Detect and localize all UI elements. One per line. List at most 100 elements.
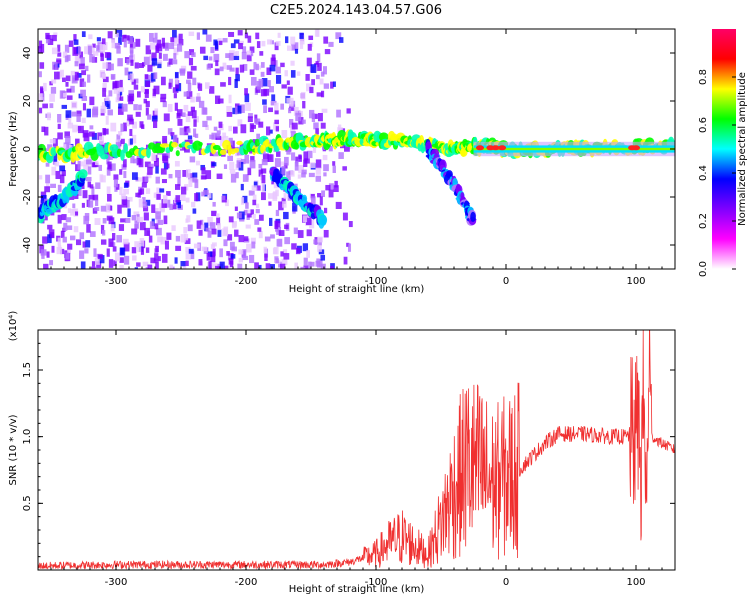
noise-cell	[135, 111, 141, 117]
noise-cell	[306, 83, 312, 92]
noise-cell	[219, 261, 225, 269]
noise-cell	[168, 43, 175, 50]
noise-cell	[51, 79, 57, 84]
noise-cell	[217, 229, 222, 237]
noise-cell	[172, 205, 177, 210]
noise-cell	[153, 120, 158, 129]
noise-cell	[71, 75, 78, 84]
noise-cell	[157, 219, 164, 225]
noise-cell	[281, 197, 286, 204]
noise-cell	[328, 41, 334, 47]
noise-cell	[284, 156, 289, 166]
noise-cell	[75, 138, 80, 147]
noise-cell	[70, 70, 75, 76]
noise-cell	[61, 169, 66, 177]
noise-cell	[261, 40, 266, 47]
noise-cell	[88, 200, 94, 208]
noise-cell	[131, 215, 137, 221]
noise-cell	[51, 245, 55, 253]
noise-cell	[211, 132, 217, 140]
noise-cell	[214, 133, 220, 138]
noise-cell	[303, 265, 309, 269]
noise-cell	[259, 51, 264, 56]
noise-cell	[229, 260, 234, 268]
noise-cell	[276, 239, 283, 247]
noise-cell	[239, 64, 245, 73]
noise-cell	[201, 191, 205, 197]
noise-cell	[261, 192, 266, 201]
noise-cell	[173, 93, 177, 99]
noise-cell	[292, 202, 298, 212]
noise-cell	[67, 208, 72, 213]
noise-cell	[245, 102, 251, 111]
noise-cell	[311, 196, 316, 205]
noise-cell	[168, 58, 173, 65]
noise-cell	[160, 97, 166, 103]
noise-cell	[188, 57, 194, 66]
noise-cell	[72, 46, 79, 56]
noise-cell	[298, 165, 305, 174]
noise-cell	[154, 223, 159, 230]
noise-cell	[65, 135, 71, 144]
noise-cell	[215, 135, 222, 140]
noise-cell	[76, 72, 82, 78]
noise-cell	[175, 235, 181, 242]
noise-cell	[247, 116, 253, 123]
noise-cell	[244, 32, 249, 39]
noise-cell	[271, 94, 276, 101]
noise-cell	[293, 227, 298, 235]
noise-cell	[194, 193, 199, 202]
noise-cell	[38, 46, 43, 54]
noise-cell	[87, 181, 92, 188]
noise-cell	[285, 36, 289, 44]
noise-cell	[169, 264, 173, 269]
noise-cell	[151, 204, 156, 213]
noise-cell	[297, 174, 301, 179]
noise-cell	[330, 265, 334, 269]
noise-cell	[286, 147, 291, 155]
noise-cell	[130, 59, 134, 66]
noise-cell	[240, 124, 247, 134]
colorbar	[712, 29, 736, 269]
noise-cell	[193, 243, 200, 249]
noise-cell	[166, 191, 171, 196]
trace-cell-0	[100, 153, 109, 160]
noise-cell	[254, 219, 260, 225]
noise-cell	[313, 122, 319, 130]
noise-cell	[317, 193, 322, 198]
noise-cell	[126, 199, 130, 208]
noise-cell	[61, 104, 68, 109]
noise-cell	[87, 74, 91, 83]
noise-cell	[295, 112, 302, 122]
noise-cell	[207, 230, 212, 238]
noise-cell	[79, 51, 84, 59]
noise-cell	[216, 173, 223, 180]
noise-cell	[43, 213, 48, 221]
noise-cell	[96, 37, 101, 42]
noise-cell	[344, 143, 350, 152]
noise-cell	[258, 163, 263, 169]
noise-cell	[238, 42, 243, 50]
noise-cell	[110, 122, 117, 132]
noise-cell	[270, 40, 275, 45]
noise-cell	[68, 117, 72, 125]
noise-cell	[85, 176, 92, 182]
noise-cell	[100, 53, 104, 62]
noise-cell	[94, 199, 99, 206]
noise-cell	[116, 134, 121, 143]
noise-cell	[190, 65, 197, 71]
noise-cell	[252, 213, 256, 219]
noise-cell	[118, 131, 123, 136]
noise-cell	[215, 60, 219, 67]
noise-cell	[209, 86, 215, 94]
noise-cell	[42, 103, 48, 109]
noise-cell	[99, 43, 106, 53]
noise-cell	[306, 250, 310, 258]
noise-cell	[295, 156, 299, 164]
noise-cell	[224, 265, 229, 269]
noise-cell	[87, 45, 92, 55]
noise-cell	[209, 222, 216, 230]
noise-cell	[145, 267, 149, 269]
carrier-peak	[491, 145, 500, 151]
